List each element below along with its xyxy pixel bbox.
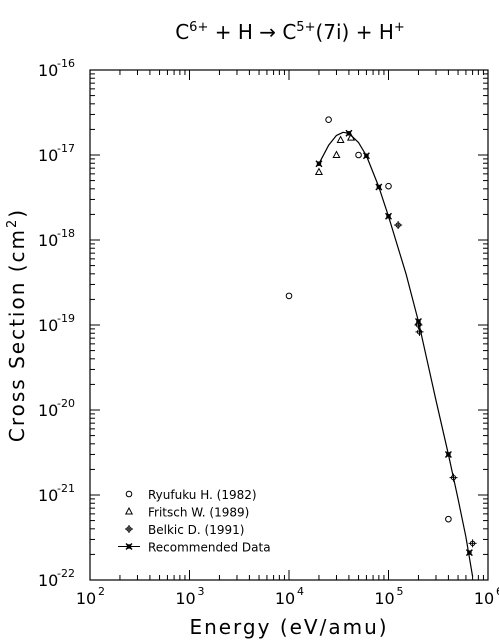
y-axis-label-part: 2 — [5, 218, 20, 228]
x-line-data-point — [414, 317, 422, 325]
legend-item: Belkic D. (1991) — [125, 523, 244, 537]
y-tick-label-base: 10 — [38, 61, 58, 80]
triangle-data-point — [336, 135, 345, 144]
marker-core — [386, 214, 391, 219]
recommended-data-curve — [318, 131, 474, 577]
x-line-data-point — [315, 160, 323, 168]
marker-core — [316, 161, 322, 166]
title-part: 5+ — [296, 20, 315, 35]
plus-data-point — [449, 473, 458, 482]
x-tick-label: 10 4 — [275, 585, 304, 608]
data-markers — [285, 116, 477, 557]
x-tick-label-exp: 4 — [297, 585, 304, 598]
x-line-data-point — [375, 183, 383, 191]
title-part: 6+ — [189, 20, 208, 35]
x-tick-label-base: 10 — [474, 589, 494, 608]
legend-item: Recommended Data — [118, 541, 271, 555]
x-tick-label-base: 10 — [275, 589, 295, 608]
plot-frame — [89, 69, 489, 581]
x-tick-label-exp: 2 — [98, 585, 105, 598]
chart-title: C6+ + H → C5+(7i) + H+ — [175, 20, 405, 44]
y-tick-label-exp: -19 — [57, 312, 75, 325]
x-tick-label: 10 3 — [175, 585, 204, 608]
y-tick-label-exp: -21 — [57, 482, 75, 495]
plus-data-point — [394, 221, 403, 230]
y-tick-label: 10-20 — [38, 397, 75, 420]
y-tick-label-base: 10 — [38, 486, 58, 505]
y-tick-label: 10-17 — [38, 142, 75, 165]
x-tick-label-exp: 5 — [397, 585, 404, 598]
y-tick-label-base: 10 — [38, 146, 58, 165]
y-tick-label: 10-16 — [38, 57, 75, 80]
marker-core — [126, 544, 132, 549]
x-line-data-point — [385, 212, 392, 220]
y-axis-label-part: ) — [5, 208, 29, 218]
x-tick-label-exp: 6 — [496, 585, 499, 598]
legend-marker — [125, 543, 133, 550]
y-tick-label-base: 10 — [38, 316, 58, 335]
legend-marker — [124, 506, 134, 515]
circle-data-point — [355, 151, 362, 159]
y-tick-label-exp: -22 — [57, 567, 75, 580]
marker-core — [467, 550, 472, 555]
x-line-data-point — [362, 152, 370, 160]
title-part: + H → C — [208, 20, 296, 44]
x-axis-label: Energy (eV/amu) — [189, 615, 388, 639]
fit-curves — [318, 131, 474, 577]
y-tick-label-base: 10 — [38, 401, 58, 420]
x-tick-label: 10 2 — [76, 585, 105, 608]
legend-item: Fritsch W. (1989) — [124, 506, 249, 520]
circle-data-point — [325, 116, 332, 124]
y-axis-label-part: Cross Section (cm — [5, 228, 29, 442]
legend-marker — [125, 490, 133, 498]
legend-label: Ryufuku H. (1982) — [148, 488, 257, 502]
x-tick-label-exp: 3 — [198, 585, 205, 598]
marker-core — [364, 153, 369, 158]
axis-ticks — [89, 70, 488, 581]
plus-data-point — [415, 327, 424, 336]
marker-core — [416, 319, 421, 324]
title-part: + — [394, 20, 405, 35]
y-tick-label-base: 10 — [38, 571, 58, 590]
marker-core — [346, 131, 352, 136]
circle-data-point — [385, 182, 392, 190]
x-tick-label: 106 — [474, 585, 499, 608]
legend: Ryufuku H. (1982) Fritsch W. (1989) Belkic… — [118, 488, 271, 555]
y-tick-label-base: 10 — [38, 231, 58, 250]
legend-label: Fritsch W. (1989) — [148, 506, 249, 520]
circle-data-point — [445, 515, 452, 523]
y-tick-label-exp: -20 — [57, 397, 75, 410]
x-tick-label: 10 5 — [374, 585, 403, 608]
circle-data-point — [285, 292, 293, 300]
y-tick-label-exp: -16 — [57, 57, 75, 70]
triangle-data-point — [314, 167, 323, 176]
y-tick-label: 10-18 — [38, 227, 75, 250]
x-tick-label-base: 10 — [76, 589, 96, 608]
x-tick-labels: 102103104105106 — [76, 585, 499, 608]
triangle-data-point — [332, 150, 341, 158]
legend-item: Ryufuku H. (1982) — [125, 488, 257, 502]
plus-data-point — [468, 539, 477, 548]
marker-core — [446, 452, 451, 457]
title-part: (7i) + H — [315, 20, 393, 44]
legend-marker — [125, 525, 133, 533]
x-tick-label-base: 10 — [175, 589, 195, 608]
triangle-data-point — [346, 133, 356, 141]
legend-label: Belkic D. (1991) — [148, 523, 244, 537]
marker-core — [376, 184, 382, 190]
x-line-data-point — [465, 549, 473, 557]
y-tick-label: 10-22 — [38, 567, 75, 590]
title-part: C — [175, 20, 189, 44]
y-tick-label: 10-21 — [38, 482, 75, 505]
y-tick-label-exp: -17 — [57, 142, 75, 155]
y-tick-label: 10-19 — [38, 312, 75, 335]
legend-label: Recommended Data — [148, 541, 271, 555]
x-line-data-point — [345, 129, 353, 137]
y-tick-label-exp: -18 — [57, 227, 75, 240]
x-tick-label-base: 10 — [374, 589, 394, 608]
x-line-data-point — [444, 450, 452, 458]
y-axis-label: Cross Section (cm2) — [5, 208, 29, 442]
